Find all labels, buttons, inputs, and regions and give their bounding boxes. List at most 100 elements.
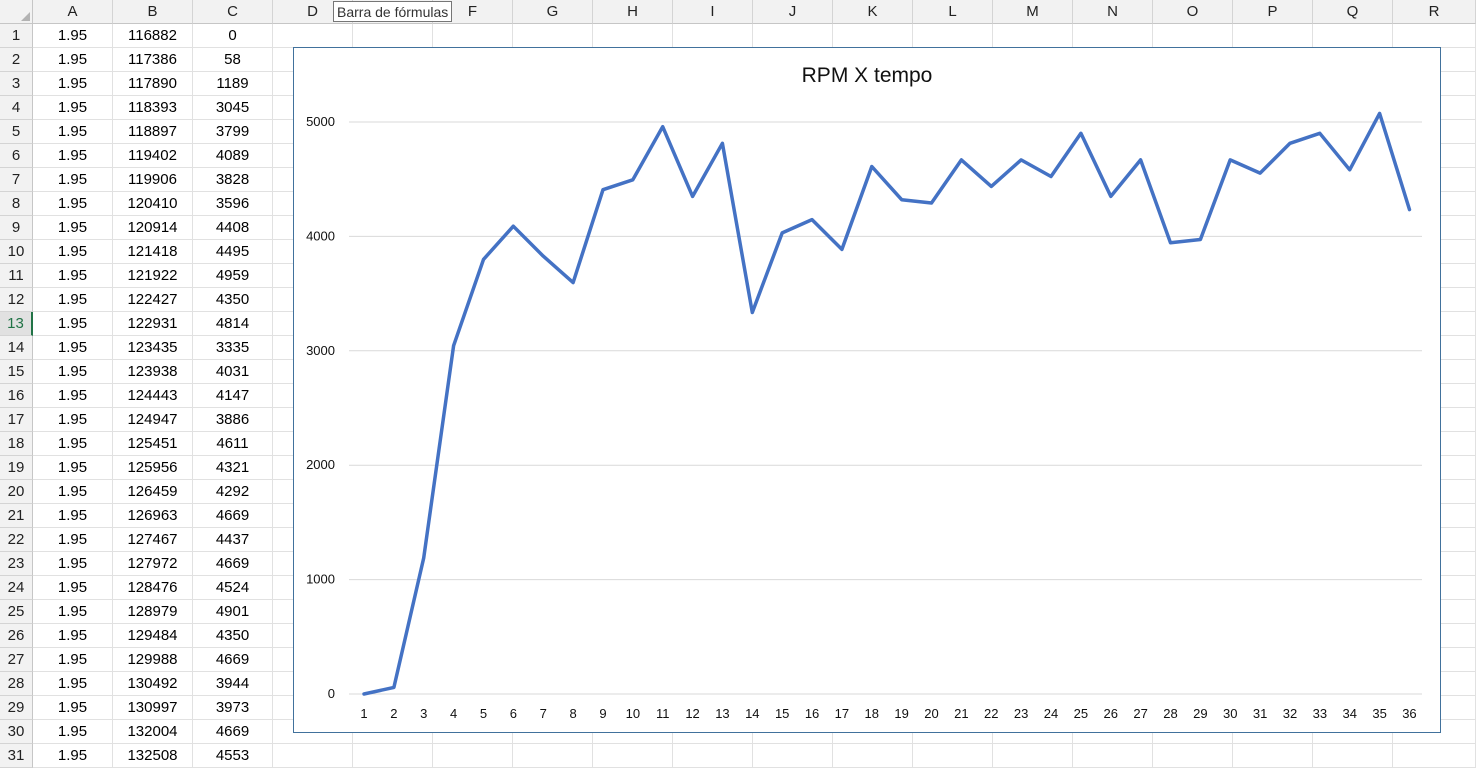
cell-a23[interactable]: 1.95 bbox=[33, 552, 113, 576]
cell-a26[interactable]: 1.95 bbox=[33, 624, 113, 648]
cell-c28[interactable]: 3944 bbox=[193, 672, 273, 696]
cell-empty[interactable] bbox=[833, 24, 913, 48]
row-header[interactable]: 31 bbox=[0, 744, 33, 768]
cell-b1[interactable]: 116882 bbox=[113, 24, 193, 48]
cell-c6[interactable]: 4089 bbox=[193, 144, 273, 168]
cell-b12[interactable]: 122427 bbox=[113, 288, 193, 312]
row-header[interactable]: 7 bbox=[0, 168, 33, 192]
cell-c5[interactable]: 3799 bbox=[193, 120, 273, 144]
row-header[interactable]: 14 bbox=[0, 336, 33, 360]
cell-empty[interactable] bbox=[1233, 744, 1313, 768]
cell-empty[interactable] bbox=[913, 24, 993, 48]
cell-b16[interactable]: 124443 bbox=[113, 384, 193, 408]
cell-empty[interactable] bbox=[993, 744, 1073, 768]
cell-b7[interactable]: 119906 bbox=[113, 168, 193, 192]
row-header[interactable]: 5 bbox=[0, 120, 33, 144]
cell-b9[interactable]: 120914 bbox=[113, 216, 193, 240]
row-header[interactable]: 29 bbox=[0, 696, 33, 720]
cell-empty[interactable] bbox=[1313, 744, 1393, 768]
row-header[interactable]: 19 bbox=[0, 456, 33, 480]
cell-empty[interactable] bbox=[513, 24, 593, 48]
cell-a10[interactable]: 1.95 bbox=[33, 240, 113, 264]
chart-object[interactable]: RPM X tempo 0 1000 2000 3000 4000 5000 1 2 3 4 5 6 7… bbox=[293, 47, 1441, 733]
cell-a30[interactable]: 1.95 bbox=[33, 720, 113, 744]
cell-c21[interactable]: 4669 bbox=[193, 504, 273, 528]
cell-b5[interactable]: 118897 bbox=[113, 120, 193, 144]
column-header-l[interactable]: L bbox=[913, 0, 993, 24]
cell-b28[interactable]: 130492 bbox=[113, 672, 193, 696]
cell-b14[interactable]: 123435 bbox=[113, 336, 193, 360]
column-header-n[interactable]: N bbox=[1073, 0, 1153, 24]
cell-a16[interactable]: 1.95 bbox=[33, 384, 113, 408]
cell-c18[interactable]: 4611 bbox=[193, 432, 273, 456]
cell-b6[interactable]: 119402 bbox=[113, 144, 193, 168]
cell-empty[interactable] bbox=[353, 744, 433, 768]
cell-c16[interactable]: 4147 bbox=[193, 384, 273, 408]
cell-b11[interactable]: 121922 bbox=[113, 264, 193, 288]
cell-a21[interactable]: 1.95 bbox=[33, 504, 113, 528]
cell-a5[interactable]: 1.95 bbox=[33, 120, 113, 144]
column-header-r[interactable]: R bbox=[1393, 0, 1476, 24]
row-header[interactable]: 28 bbox=[0, 672, 33, 696]
column-header-a[interactable]: A bbox=[33, 0, 113, 24]
cell-a19[interactable]: 1.95 bbox=[33, 456, 113, 480]
cell-b17[interactable]: 124947 bbox=[113, 408, 193, 432]
cell-empty[interactable] bbox=[673, 24, 753, 48]
cell-empty[interactable] bbox=[673, 744, 753, 768]
row-header[interactable]: 10 bbox=[0, 240, 33, 264]
cell-c25[interactable]: 4901 bbox=[193, 600, 273, 624]
cell-c9[interactable]: 4408 bbox=[193, 216, 273, 240]
cell-empty[interactable] bbox=[273, 24, 353, 48]
row-header[interactable]: 8 bbox=[0, 192, 33, 216]
cell-b18[interactable]: 125451 bbox=[113, 432, 193, 456]
cell-a6[interactable]: 1.95 bbox=[33, 144, 113, 168]
cell-c23[interactable]: 4669 bbox=[193, 552, 273, 576]
column-header-o[interactable]: O bbox=[1153, 0, 1233, 24]
cell-b10[interactable]: 121418 bbox=[113, 240, 193, 264]
cell-a3[interactable]: 1.95 bbox=[33, 72, 113, 96]
cell-c19[interactable]: 4321 bbox=[193, 456, 273, 480]
cell-a7[interactable]: 1.95 bbox=[33, 168, 113, 192]
cell-empty[interactable] bbox=[433, 24, 513, 48]
row-header[interactable]: 26 bbox=[0, 624, 33, 648]
cell-b27[interactable]: 129988 bbox=[113, 648, 193, 672]
cell-empty[interactable] bbox=[593, 744, 673, 768]
cell-c13[interactable]: 4814 bbox=[193, 312, 273, 336]
cell-a11[interactable]: 1.95 bbox=[33, 264, 113, 288]
cell-empty[interactable] bbox=[353, 24, 433, 48]
cell-b21[interactable]: 126963 bbox=[113, 504, 193, 528]
cell-b26[interactable]: 129484 bbox=[113, 624, 193, 648]
cell-a8[interactable]: 1.95 bbox=[33, 192, 113, 216]
cell-c30[interactable]: 4669 bbox=[193, 720, 273, 744]
cell-a31[interactable]: 1.95 bbox=[33, 744, 113, 768]
row-header[interactable]: 20 bbox=[0, 480, 33, 504]
cell-a28[interactable]: 1.95 bbox=[33, 672, 113, 696]
column-header-h[interactable]: H bbox=[593, 0, 673, 24]
cell-c12[interactable]: 4350 bbox=[193, 288, 273, 312]
cell-c29[interactable]: 3973 bbox=[193, 696, 273, 720]
row-header[interactable]: 30 bbox=[0, 720, 33, 744]
cell-c10[interactable]: 4495 bbox=[193, 240, 273, 264]
cell-c1[interactable]: 0 bbox=[193, 24, 273, 48]
cell-c24[interactable]: 4524 bbox=[193, 576, 273, 600]
cell-empty[interactable] bbox=[913, 744, 993, 768]
row-header[interactable]: 21 bbox=[0, 504, 33, 528]
column-header-m[interactable]: M bbox=[993, 0, 1073, 24]
row-header[interactable]: 18 bbox=[0, 432, 33, 456]
row-header[interactable]: 27 bbox=[0, 648, 33, 672]
cell-a24[interactable]: 1.95 bbox=[33, 576, 113, 600]
cell-empty[interactable] bbox=[1313, 24, 1393, 48]
cell-empty[interactable] bbox=[753, 24, 833, 48]
cell-a20[interactable]: 1.95 bbox=[33, 480, 113, 504]
cell-b30[interactable]: 132004 bbox=[113, 720, 193, 744]
cell-c31[interactable]: 4553 bbox=[193, 744, 273, 768]
column-header-j[interactable]: J bbox=[753, 0, 833, 24]
cell-c26[interactable]: 4350 bbox=[193, 624, 273, 648]
cell-a1[interactable]: 1.95 bbox=[33, 24, 113, 48]
cell-empty[interactable] bbox=[433, 744, 513, 768]
column-header-b[interactable]: B bbox=[113, 0, 193, 24]
cell-c2[interactable]: 58 bbox=[193, 48, 273, 72]
column-header-c[interactable]: C bbox=[193, 0, 273, 24]
row-header[interactable]: 24 bbox=[0, 576, 33, 600]
cell-b29[interactable]: 130997 bbox=[113, 696, 193, 720]
